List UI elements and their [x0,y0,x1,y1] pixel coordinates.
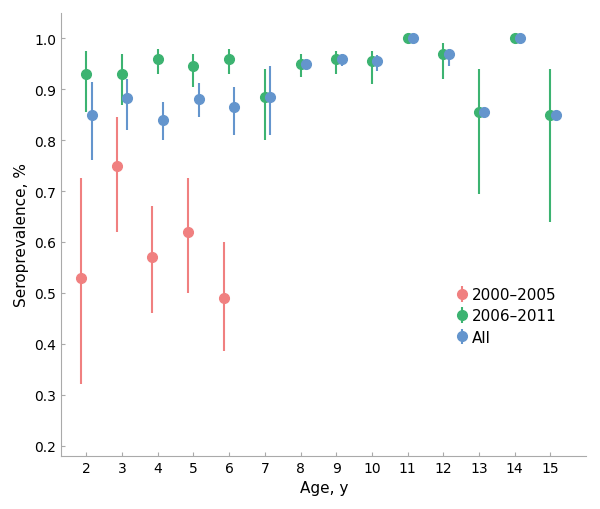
Legend: 2000–2005, 2006–2011, All: 2000–2005, 2006–2011, All [452,281,563,351]
Y-axis label: Seroprevalence, %: Seroprevalence, % [14,163,29,307]
X-axis label: Age, y: Age, y [299,480,348,495]
